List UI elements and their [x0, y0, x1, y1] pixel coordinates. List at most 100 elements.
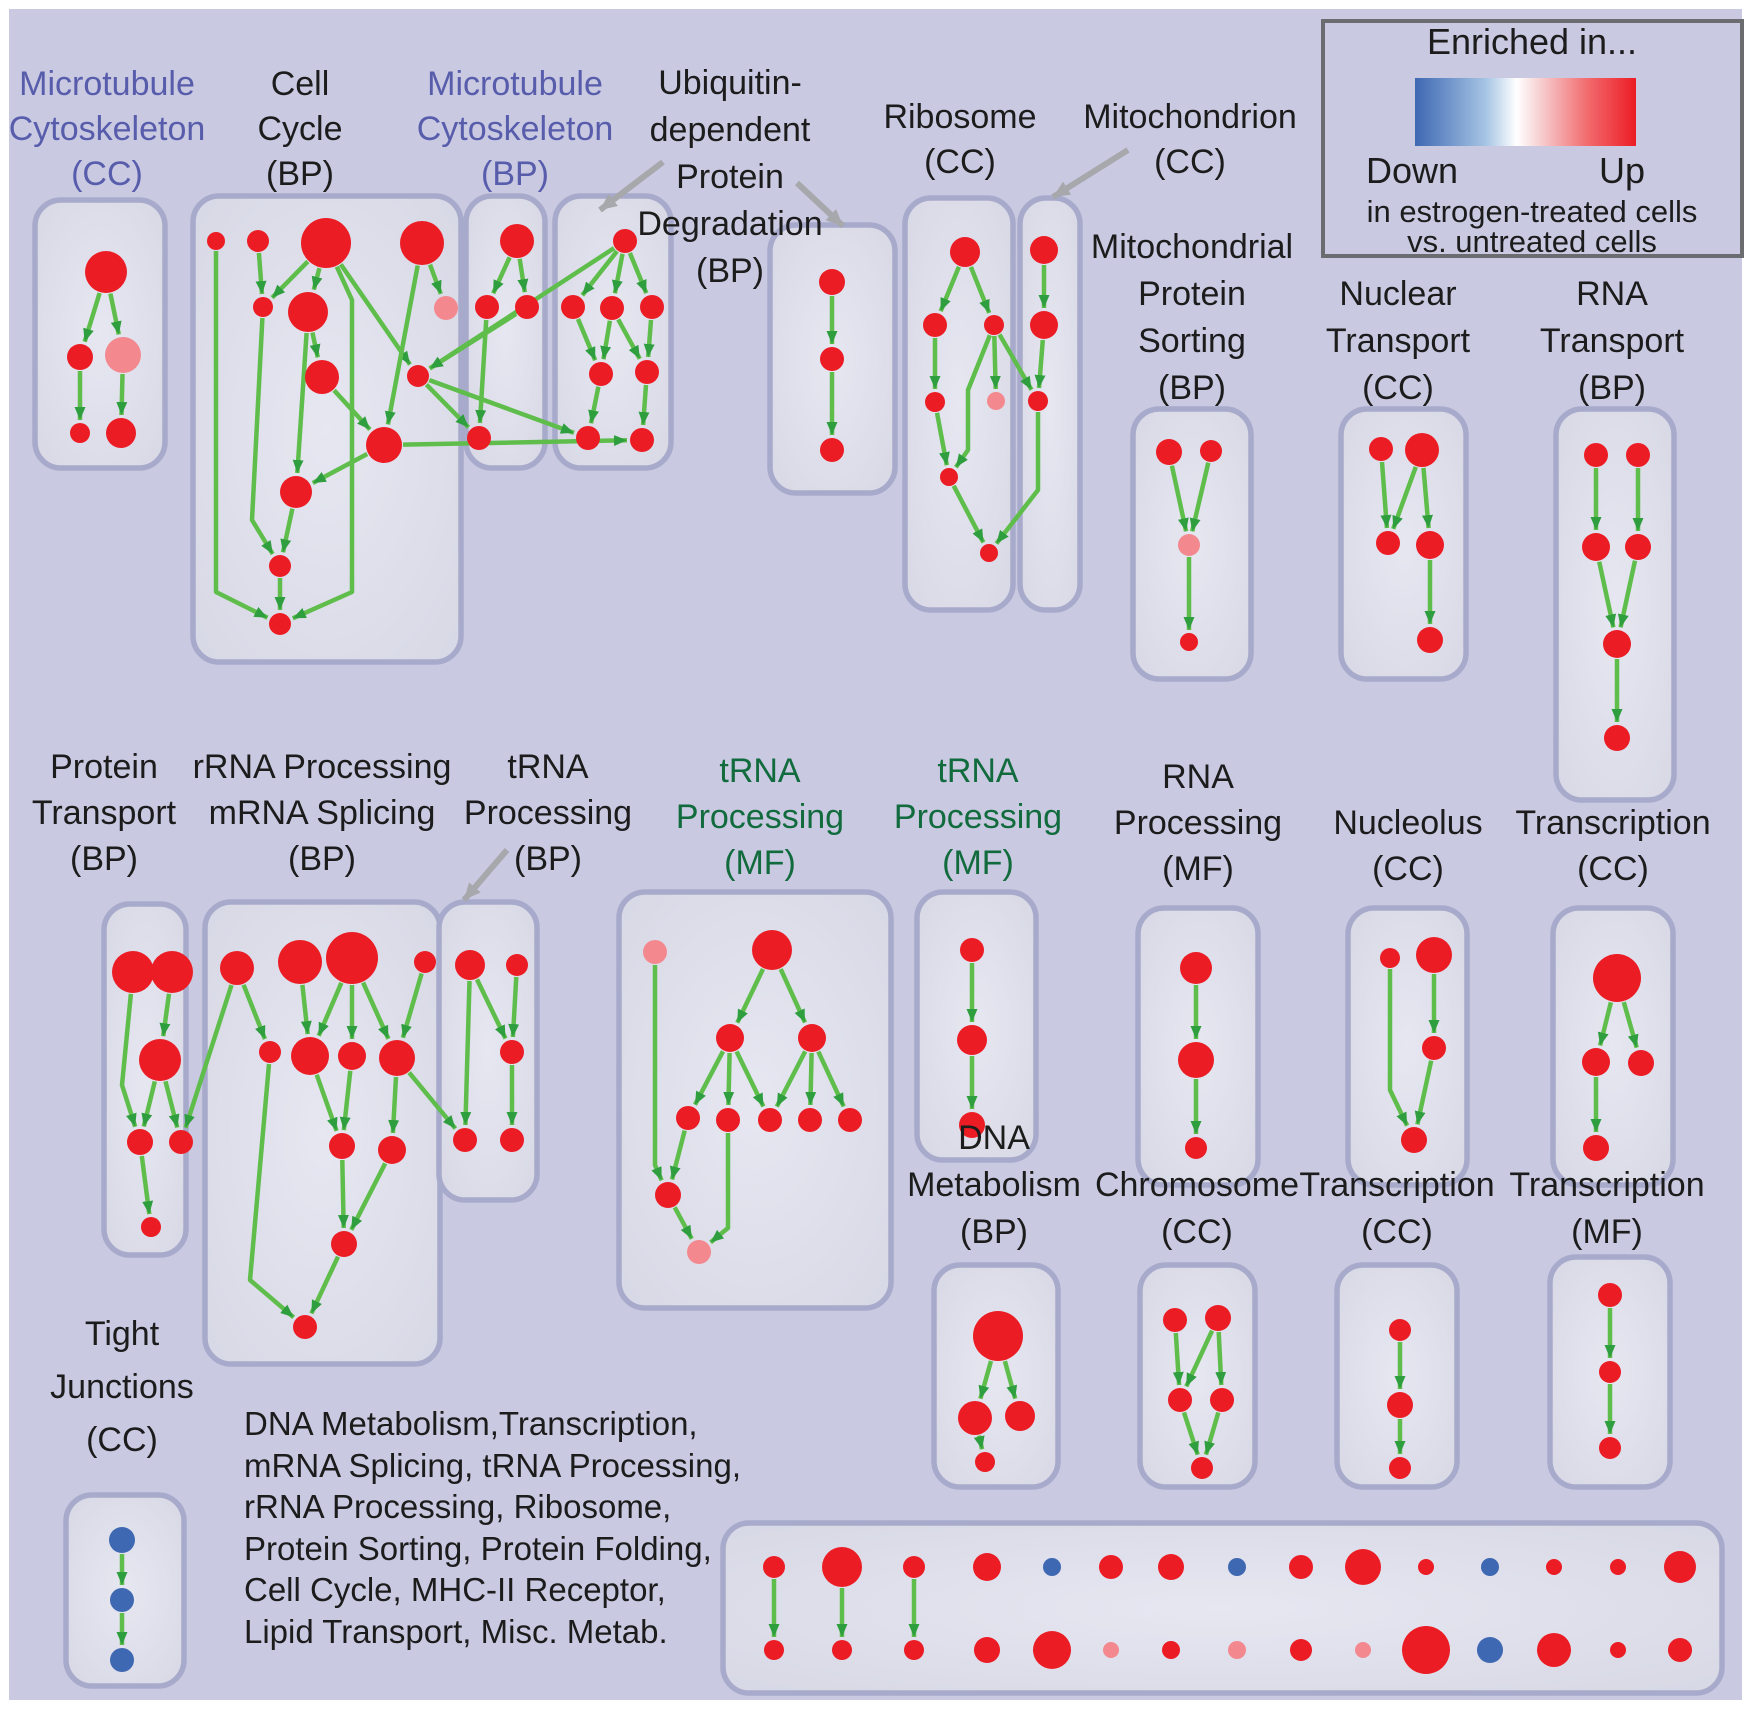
edge-r8-b4: [407, 1071, 458, 1130]
term-node-c9: [407, 365, 429, 387]
term-node-U4: [640, 295, 664, 319]
term-node-G6: [141, 1217, 161, 1237]
cluster-label-line: Transcription: [1299, 1166, 1494, 1204]
edge-G2-G3: [159, 993, 172, 1037]
edge-c11-c12: [280, 508, 295, 553]
term-node-b1: [455, 950, 485, 980]
term-node-y1: [1598, 1283, 1622, 1307]
term-node-G1: [112, 951, 154, 993]
term-node-bb9: [1290, 1639, 1312, 1661]
cluster-label-line: Metabolism: [907, 1166, 1081, 1204]
term-node-x3: [1389, 1457, 1411, 1479]
edge-A1-A2: [82, 292, 102, 343]
term-node-s1: [960, 938, 984, 962]
edge-R6-R7: [951, 484, 986, 544]
edge-G3-G4: [141, 1080, 157, 1128]
term-node-c10: [366, 427, 402, 463]
edge-c2-c5: [255, 252, 267, 295]
cluster-label-line: Ribosome: [883, 98, 1036, 136]
term-node-G4: [127, 1129, 153, 1155]
term-node-c7: [434, 296, 458, 320]
cluster-label-line: Protein: [1138, 275, 1246, 313]
term-node-M1: [1030, 236, 1058, 264]
term-node-bb5: [1033, 1631, 1071, 1669]
edge-G3-G5: [163, 1080, 180, 1129]
edge-m5-m10: [669, 1130, 687, 1181]
edge-c3-c5: [270, 259, 310, 300]
edge-R3-R5: [989, 335, 1001, 390]
term-node-r8: [379, 1040, 415, 1076]
cluster-label-line: Processing: [676, 798, 844, 836]
edge-m10-m11: [672, 1206, 694, 1240]
term-node-P3: [1178, 534, 1200, 556]
term-node-r1: [220, 951, 254, 985]
term-node-x2: [1387, 1392, 1413, 1418]
cluster-label-line: rRNA Processing: [193, 748, 452, 786]
term-node-T6: [1604, 725, 1630, 751]
annotation-arrow: [598, 159, 665, 213]
edge-P1-P3: [1169, 465, 1189, 532]
term-node-m7: [758, 1108, 782, 1132]
cluster-label-dna: DNA Metabolism (BP): [907, 1119, 1081, 1251]
term-node-bt12: [1481, 1558, 1499, 1576]
term-node-A1: [85, 251, 127, 293]
term-node-V2: [820, 347, 844, 371]
cluster-label-line: (BP): [288, 840, 356, 878]
term-node-bt13: [1546, 1559, 1562, 1575]
edge-U4-U6: [643, 319, 655, 358]
term-node-bb1: [764, 1640, 784, 1660]
cluster-label-line: (BP): [514, 840, 582, 878]
cluster-label-tmf3: Transcription (MF): [1509, 1166, 1704, 1251]
edge-d1-d2: [978, 1360, 994, 1400]
term-node-G2: [151, 951, 193, 993]
edge-U3-U5: [600, 320, 613, 360]
edge-m2-m3: [735, 968, 766, 1024]
cluster-label-line: (BP): [1578, 369, 1646, 407]
term-node-bt5: [1043, 1558, 1061, 1576]
cluster-label-tmf1: tRNA Processing (MF): [676, 752, 844, 882]
term-node-s3: [959, 1112, 985, 1138]
term-node-bt14: [1610, 1559, 1626, 1575]
edge-R3-M3: [997, 333, 1034, 391]
legend-up-label: Up: [1599, 150, 1645, 191]
term-node-bb7: [1162, 1641, 1180, 1659]
term-node-j1: [109, 1527, 135, 1553]
cluster-label-line: Microtubule: [427, 65, 603, 103]
term-node-j2: [110, 1588, 134, 1612]
cluster-label-line: (MF): [1571, 1213, 1643, 1251]
edge-h2-h4: [1215, 1331, 1227, 1386]
term-node-N2: [1405, 433, 1439, 467]
term-node-d3: [1005, 1401, 1035, 1431]
cluster-label-line: Cell: [271, 65, 330, 103]
edge-b1-b4: [460, 980, 472, 1126]
edge-r9-r11: [337, 1159, 349, 1229]
term-node-r11: [331, 1231, 357, 1257]
term-node-h3: [1168, 1388, 1192, 1412]
term-node-t3: [1628, 1050, 1654, 1076]
edge-G4-G6: [139, 1155, 154, 1215]
legend-gradient-bar: [1415, 78, 1636, 146]
term-node-N5: [1417, 627, 1443, 653]
term-node-r2: [278, 940, 322, 984]
cluster-box-mito: [1017, 195, 1083, 613]
term-node-bt1: [763, 1556, 785, 1578]
term-node-B3: [515, 295, 539, 319]
term-node-r9: [329, 1133, 355, 1159]
edge-c6-c11: [292, 332, 309, 474]
cluster-label-mito: Mitochondrion (CC): [1083, 98, 1297, 181]
edge-U1-U2: [580, 249, 619, 297]
cluster-label-line: Transcription: [1515, 804, 1710, 842]
cluster-label-rnat: RNA Transport (BP): [1540, 275, 1685, 407]
cluster-label-line: (BP): [70, 840, 138, 878]
term-node-P4: [1180, 633, 1198, 651]
cluster-label-line: (CC): [1577, 850, 1649, 888]
edge-r1-r5: [241, 983, 267, 1040]
edge-c9-B4: [424, 383, 471, 429]
term-node-d1: [973, 1311, 1023, 1361]
cluster-box-mtcc: [32, 197, 168, 471]
cluster-label-cc: Cell Cycle (BP): [257, 65, 342, 193]
term-node-q1: [1180, 952, 1212, 984]
cluster-box-tcc: [1550, 905, 1676, 1188]
edge-r10-r11: [349, 1162, 388, 1231]
